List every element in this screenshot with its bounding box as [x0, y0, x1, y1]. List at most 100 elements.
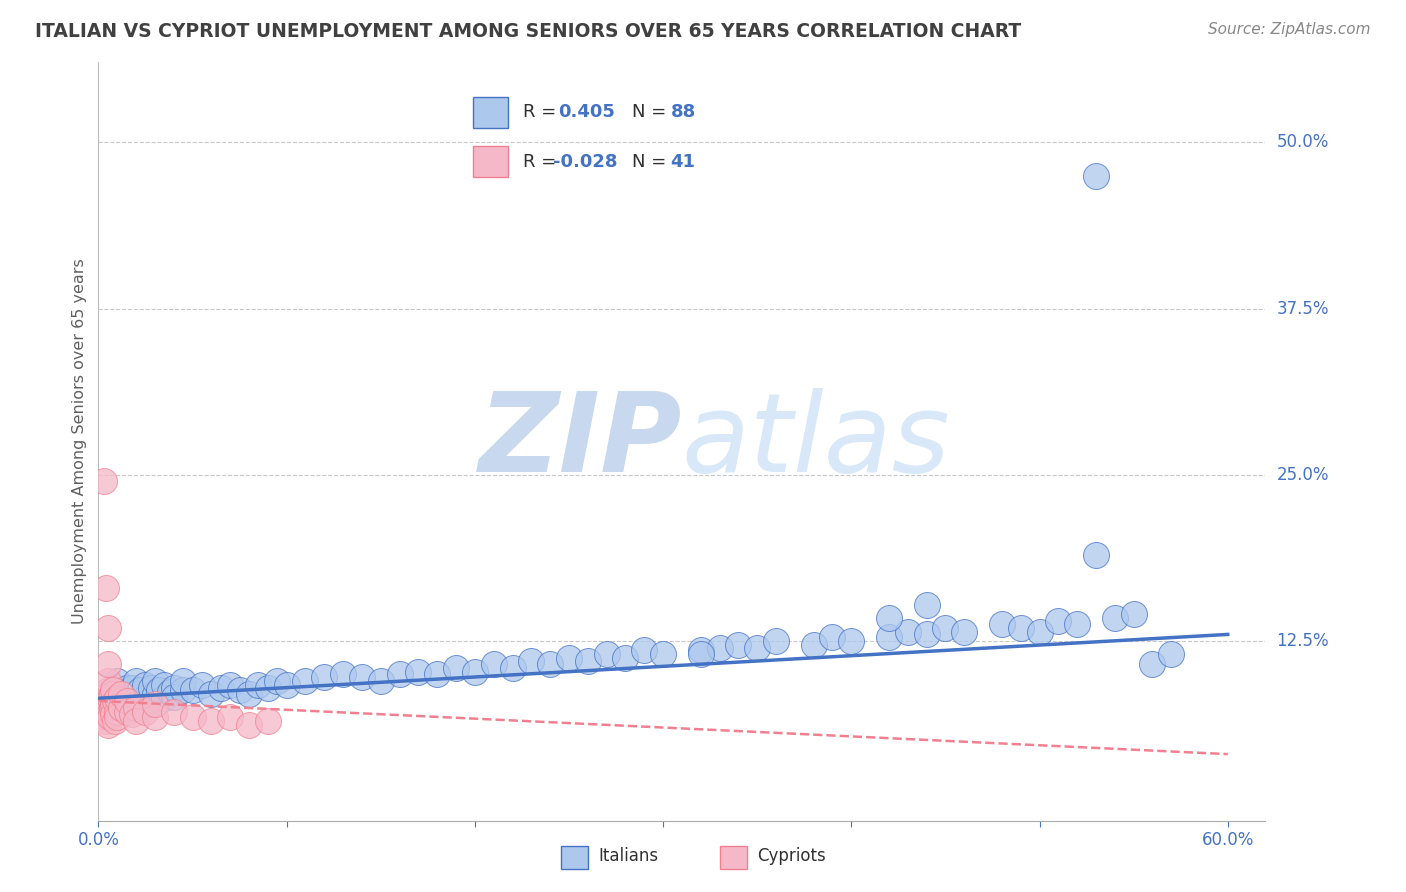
Point [103, 681, 125, 695]
Point [633, 643, 655, 657]
Point [877, 630, 900, 644]
Point [247, 678, 270, 692]
Point [143, 710, 166, 724]
Point [1010, 621, 1032, 635]
Text: N =: N = [633, 103, 672, 121]
Point [121, 681, 143, 695]
Point [97, 621, 120, 635]
Point [143, 687, 166, 701]
Point [94, 707, 117, 722]
Point [103, 683, 125, 698]
Point [93, 710, 115, 724]
Bar [720, 846, 747, 869]
Point [314, 670, 336, 684]
Text: 50.0%: 50.0% [1277, 133, 1329, 152]
Point [1028, 624, 1050, 639]
Point [689, 648, 711, 662]
Point [181, 683, 204, 698]
Point [125, 700, 148, 714]
Point [558, 651, 581, 665]
Text: 41: 41 [671, 153, 696, 170]
Point [128, 683, 150, 698]
Point [97, 683, 120, 698]
Point [115, 694, 138, 708]
Point [1085, 169, 1108, 183]
Point [464, 665, 486, 679]
Point [652, 648, 675, 662]
Point [98, 705, 121, 719]
Text: 25.0%: 25.0% [1277, 466, 1329, 483]
Point [100, 700, 122, 714]
Point [97, 673, 120, 688]
Text: ZIP: ZIP [478, 388, 682, 495]
Point [110, 700, 132, 714]
Point [163, 681, 186, 695]
Point [803, 638, 825, 652]
Point [93, 700, 115, 714]
Point [238, 687, 260, 701]
Point [128, 700, 150, 714]
Point [482, 657, 505, 671]
Point [115, 694, 138, 708]
Point [934, 621, 956, 635]
Point [219, 678, 242, 692]
Point [94, 581, 117, 595]
Point [94, 714, 117, 728]
Point [1142, 657, 1164, 671]
Point [370, 673, 392, 688]
Point [148, 683, 170, 698]
Point [98, 710, 121, 724]
Point [877, 611, 900, 625]
Point [444, 661, 467, 675]
Point [614, 651, 637, 665]
Point [115, 687, 138, 701]
Point [143, 697, 166, 711]
Point [134, 678, 156, 692]
Point [538, 657, 561, 671]
Text: 37.5%: 37.5% [1277, 300, 1329, 318]
Point [520, 654, 543, 668]
Point [266, 673, 288, 688]
Text: -0.028: -0.028 [553, 153, 617, 170]
Point [426, 667, 449, 681]
Point [595, 648, 617, 662]
Point [388, 667, 411, 681]
Bar [561, 846, 588, 869]
Point [953, 624, 976, 639]
Point [153, 678, 176, 692]
Text: Italians: Italians [599, 847, 658, 865]
Point [103, 697, 125, 711]
Point [915, 598, 938, 612]
Point [134, 691, 156, 706]
Point [1160, 648, 1182, 662]
Text: atlas: atlas [682, 388, 950, 495]
Point [93, 475, 115, 489]
Point [576, 654, 599, 668]
Point [121, 694, 143, 708]
Point [332, 667, 354, 681]
Point [191, 678, 214, 692]
Point [153, 691, 176, 706]
Point [97, 705, 120, 719]
Point [276, 678, 298, 692]
Point [121, 707, 143, 722]
Point [93, 691, 115, 706]
Point [125, 714, 148, 728]
Point [105, 710, 128, 724]
Point [105, 673, 128, 688]
Point [219, 710, 242, 724]
Text: 12.5%: 12.5% [1277, 632, 1329, 650]
Point [98, 691, 121, 706]
Point [105, 705, 128, 719]
Point [139, 697, 162, 711]
Point [408, 665, 430, 679]
Point [172, 683, 194, 698]
Point [97, 718, 120, 732]
Point [238, 718, 260, 732]
Point [163, 705, 186, 719]
Point [181, 710, 204, 724]
Point [200, 687, 222, 701]
Point [256, 681, 278, 695]
Point [1066, 616, 1088, 631]
Point [115, 705, 138, 719]
